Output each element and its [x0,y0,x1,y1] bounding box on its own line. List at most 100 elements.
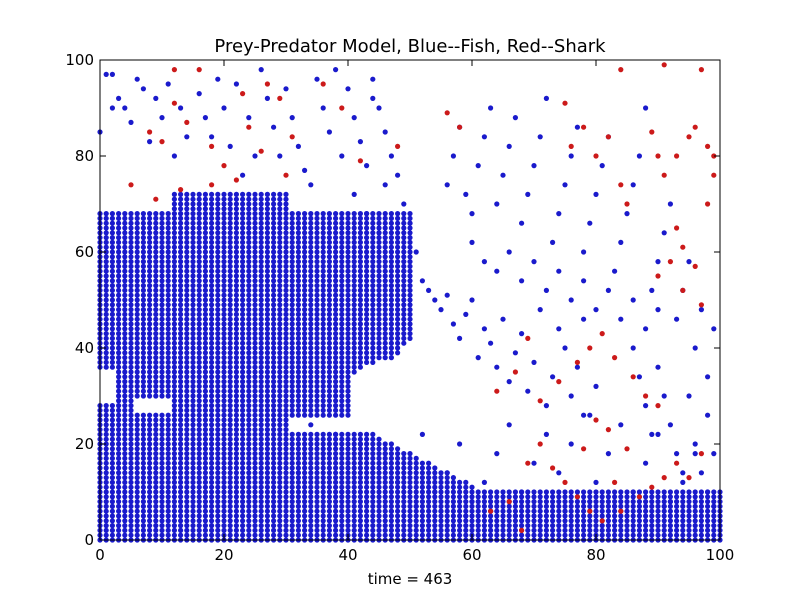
fish-point [295,292,301,298]
fish-point [289,273,295,279]
fish-point [388,451,394,457]
fish-point [351,311,357,317]
fish-point [531,359,537,365]
fish-point [376,292,382,298]
fish-point [593,489,599,495]
fish-point [271,235,277,241]
fish-point [252,331,258,337]
fish-point [630,489,636,495]
fish-point [178,268,184,274]
fish-point [326,316,332,322]
fish-point [326,470,332,476]
fish-point [246,211,252,217]
fish-point [252,307,258,313]
fish-point [277,201,283,207]
fish-point [525,523,531,529]
fish-point [295,297,301,303]
fish-point [401,518,407,524]
fish-point [326,436,332,442]
fish-point [271,523,277,529]
fish-point [246,215,252,221]
fish-point [494,527,500,534]
fish-point [283,417,289,423]
fish-point [661,393,667,399]
fish-point [376,307,382,313]
fish-point [364,532,370,538]
fish-point [178,518,184,524]
fish-point [122,292,128,298]
fish-point [593,479,599,485]
fish-point [165,503,171,509]
fish-point [159,297,165,303]
fish-point [134,340,140,346]
fish-point [116,460,122,466]
fish-point [264,359,270,365]
fish-point [326,388,332,394]
fish-point [109,345,115,351]
fish-point [618,503,624,509]
fish-point [667,499,674,505]
fish-point [109,532,115,538]
fish-point [116,369,122,375]
fish-point [674,499,680,505]
fish-point [357,345,363,351]
fish-point [401,470,407,476]
fish-point [227,422,233,428]
fish-point [147,278,153,284]
fish-point [147,470,153,476]
fish-point [308,215,314,221]
fish-point [140,527,146,534]
fish-point [500,172,506,178]
fish-point [109,465,115,471]
fish-point [339,249,345,255]
fish-point [227,263,233,269]
fish-point [370,465,376,471]
fish-point [314,340,320,346]
fish-point [147,446,153,452]
fish-point [370,302,376,308]
fish-point [178,470,184,476]
fish-point [246,326,252,332]
fish-point [357,215,363,221]
fish-point [426,470,432,476]
shark-point [655,403,661,409]
fish-point [469,518,475,524]
fish-point [364,235,370,241]
fish-point [357,307,363,313]
fish-point [134,259,140,265]
fish-point [376,451,382,457]
fish-point [295,307,301,313]
fish-point [147,211,153,217]
fish-point [264,441,270,447]
fish-point [283,211,289,217]
fish-point [264,494,270,500]
fish-point [103,311,109,317]
fish-point [345,451,351,457]
fish-point [240,307,246,313]
fish-point [116,249,122,255]
fish-point [215,76,221,82]
fish-point [252,523,258,529]
fish-point [308,182,314,188]
fish-point [283,307,289,313]
fish-point [395,499,401,505]
fish-point [612,513,618,519]
fish-point [475,532,481,538]
fish-point [116,374,122,380]
fish-point [153,244,159,250]
fish-point [159,355,165,361]
fish-point [240,278,246,284]
fish-point [302,436,308,442]
fish-point [233,278,239,284]
fish-point [227,331,233,337]
fish-point [240,268,246,274]
fish-point [277,460,283,466]
fish-point [283,532,289,538]
fish-point [289,479,295,485]
fish-point [475,518,481,524]
fish-point [128,278,134,284]
fish-point [178,225,184,231]
fish-point [147,297,153,303]
fish-point [326,220,332,226]
fish-point [661,494,667,500]
